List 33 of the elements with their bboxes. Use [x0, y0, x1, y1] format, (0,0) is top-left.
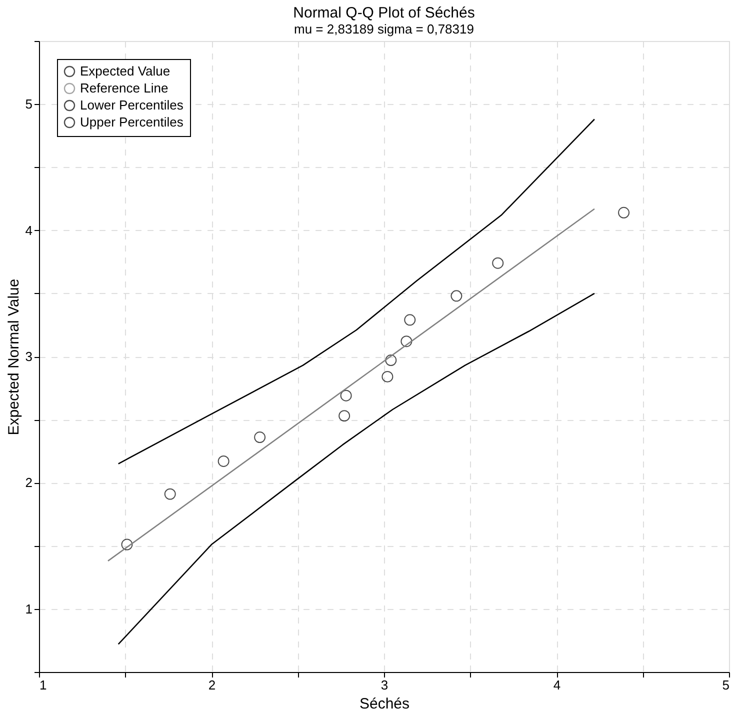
- x-tick-label: 5: [722, 678, 730, 692]
- point: [404, 314, 416, 326]
- point: [492, 257, 504, 269]
- line-series: [118, 292, 596, 645]
- point: [382, 370, 394, 382]
- x-tick-label: 1: [40, 678, 47, 692]
- point: [164, 488, 176, 500]
- legend-label: Reference Line: [80, 80, 168, 96]
- point: [121, 538, 133, 550]
- x-tick-label: 3: [380, 678, 388, 692]
- point: [450, 290, 462, 302]
- y-tick-label: 1: [25, 601, 32, 616]
- x-tick-label: 4: [553, 678, 561, 692]
- point: [400, 336, 412, 348]
- chart-subtitle: mu = 2,83189 sigma = 0,78319: [294, 22, 474, 36]
- legend-label: Lower Percentiles: [80, 98, 184, 112]
- point: [254, 432, 266, 443]
- point: [385, 354, 397, 366]
- chart-title: Normal Q-Q Plot of Séchés: [293, 4, 475, 22]
- legend-label: Upper Percentiles: [80, 114, 184, 130]
- y-axis-title: Expected Normal Value: [5, 278, 22, 436]
- y-tick-label: 2: [25, 475, 32, 490]
- point: [340, 390, 352, 402]
- point: [618, 206, 630, 218]
- point: [338, 410, 350, 422]
- line-series: [118, 118, 596, 464]
- x-axis-title: Séchés: [359, 696, 410, 712]
- y-tick-label: 3: [25, 349, 32, 364]
- point: [218, 456, 230, 467]
- y-tick-label: 5: [25, 96, 32, 112]
- y-tick-label: 4: [25, 222, 32, 238]
- legend-label: Expected Value: [80, 64, 170, 78]
- x-tick-label: 2: [208, 678, 216, 692]
